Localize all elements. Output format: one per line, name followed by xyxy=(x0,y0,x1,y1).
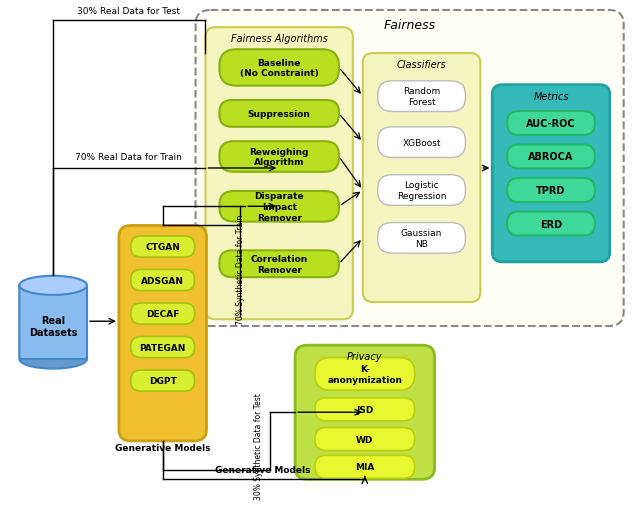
Text: 30% Real Data for Test: 30% Real Data for Test xyxy=(77,7,180,16)
FancyBboxPatch shape xyxy=(315,398,415,421)
FancyBboxPatch shape xyxy=(220,50,339,87)
Text: MIA: MIA xyxy=(355,462,374,471)
FancyBboxPatch shape xyxy=(131,371,195,391)
FancyBboxPatch shape xyxy=(378,128,465,158)
FancyBboxPatch shape xyxy=(131,303,195,324)
FancyBboxPatch shape xyxy=(295,346,435,479)
FancyBboxPatch shape xyxy=(507,112,595,136)
FancyBboxPatch shape xyxy=(315,456,415,478)
Text: WD: WD xyxy=(356,435,374,444)
Text: Reweighing
Algorithm: Reweighing Algorithm xyxy=(250,147,309,167)
Text: 70% Synthetic Data for Train: 70% Synthetic Data for Train xyxy=(236,214,245,324)
FancyBboxPatch shape xyxy=(220,142,339,173)
Text: Baseline
(No Constraint): Baseline (No Constraint) xyxy=(240,59,319,78)
Text: Privacy: Privacy xyxy=(347,351,383,361)
FancyBboxPatch shape xyxy=(131,237,195,258)
Text: ADSGAN: ADSGAN xyxy=(141,276,184,285)
Text: ERD: ERD xyxy=(540,219,562,229)
FancyBboxPatch shape xyxy=(131,337,195,358)
Text: Suppression: Suppression xyxy=(248,109,310,119)
Text: JSD: JSD xyxy=(356,405,374,414)
FancyBboxPatch shape xyxy=(220,191,339,222)
FancyBboxPatch shape xyxy=(315,428,415,450)
Text: DGPT: DGPT xyxy=(149,376,177,385)
FancyBboxPatch shape xyxy=(315,358,415,390)
FancyBboxPatch shape xyxy=(119,226,207,441)
Text: Generative Models: Generative Models xyxy=(216,466,311,474)
Ellipse shape xyxy=(19,350,87,369)
FancyBboxPatch shape xyxy=(507,145,595,169)
Text: Fairness: Fairness xyxy=(383,19,436,32)
Text: CTGAN: CTGAN xyxy=(145,243,180,251)
FancyBboxPatch shape xyxy=(220,101,339,128)
Text: Logistic
Regression: Logistic Regression xyxy=(397,181,446,201)
FancyBboxPatch shape xyxy=(220,251,339,277)
Text: Real
Datasets: Real Datasets xyxy=(29,315,77,337)
Text: DECAF: DECAF xyxy=(146,309,179,319)
Text: K-
anonymization: K- anonymization xyxy=(327,364,403,384)
Text: Generative Models: Generative Models xyxy=(115,443,211,452)
FancyBboxPatch shape xyxy=(492,86,610,262)
Text: Fairness Algorithms: Fairness Algorithms xyxy=(231,34,328,44)
Text: AUC-ROC: AUC-ROC xyxy=(526,119,576,129)
FancyBboxPatch shape xyxy=(131,270,195,291)
Text: Correlation
Remover: Correlation Remover xyxy=(250,254,308,274)
Ellipse shape xyxy=(19,276,87,295)
Text: 30% Synthetic Data for Test: 30% Synthetic Data for Test xyxy=(254,392,263,499)
Text: Disparate
Impact
Remover: Disparate Impact Remover xyxy=(254,192,304,222)
Text: Gaussian
NB: Gaussian NB xyxy=(401,229,442,248)
FancyBboxPatch shape xyxy=(363,54,480,302)
Text: 70% Real Data for Train: 70% Real Data for Train xyxy=(76,153,182,162)
Text: Classifiers: Classifiers xyxy=(397,60,447,70)
Text: Metrics: Metrics xyxy=(533,92,569,102)
FancyBboxPatch shape xyxy=(378,81,465,112)
FancyBboxPatch shape xyxy=(378,175,465,206)
FancyBboxPatch shape xyxy=(205,28,353,320)
FancyBboxPatch shape xyxy=(507,179,595,203)
FancyBboxPatch shape xyxy=(378,223,465,253)
FancyBboxPatch shape xyxy=(19,284,87,359)
Text: Random
Forest: Random Forest xyxy=(403,87,440,107)
Text: PATEGAN: PATEGAN xyxy=(140,343,186,352)
Text: ABROCA: ABROCA xyxy=(528,152,573,162)
FancyBboxPatch shape xyxy=(507,212,595,236)
Text: TPRD: TPRD xyxy=(536,186,566,195)
FancyBboxPatch shape xyxy=(196,11,623,326)
Text: XGBoost: XGBoost xyxy=(403,138,441,147)
